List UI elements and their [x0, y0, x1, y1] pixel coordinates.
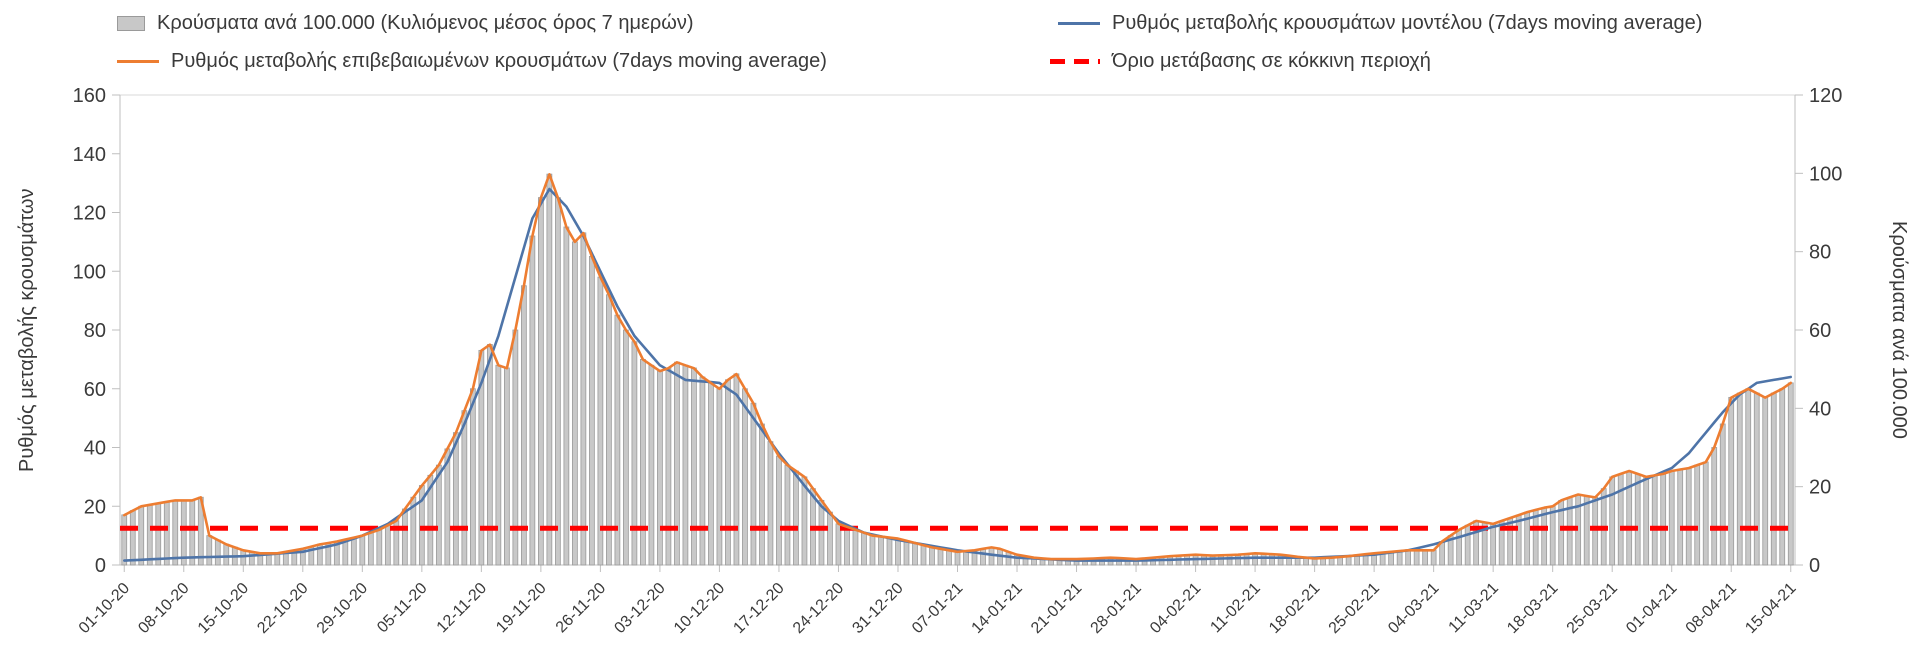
svg-text:08-04-21: 08-04-21: [1683, 580, 1740, 637]
svg-text:11-03-21: 11-03-21: [1446, 580, 1503, 637]
svg-text:18-03-21: 18-03-21: [1504, 580, 1561, 637]
svg-text:10-12-20: 10-12-20: [671, 580, 728, 637]
svg-text:80: 80: [84, 320, 106, 342]
svg-text:20: 20: [84, 496, 106, 518]
svg-text:11-02-21: 11-02-21: [1207, 580, 1264, 637]
legend-label-red-zone-threshold: Όριο μετάβασης σε κόκκινη περιοχή: [1112, 50, 1431, 72]
legend-item-confirmed-rate: Ρυθμός μεταβολής επιβεβαιωμένων κρουσμάτ…: [117, 50, 827, 73]
svg-text:22-10-20: 22-10-20: [254, 580, 311, 637]
svg-text:04-02-21: 04-02-21: [1147, 580, 1204, 637]
svg-text:26-11-20: 26-11-20: [553, 580, 610, 637]
svg-text:21-01-21: 21-01-21: [1028, 580, 1085, 637]
svg-text:29-10-20: 29-10-20: [314, 580, 371, 637]
axes: [112, 94, 1803, 572]
line-model: [123, 187, 1792, 562]
svg-text:120: 120: [73, 203, 106, 225]
orange-line-swatch-icon: [117, 60, 159, 63]
left-axis-title: Ρυθμός μεταβολής κρουσμάτων: [16, 188, 38, 472]
legend-item-red-zone-threshold: Όριο μετάβασης σε κόκκινη περιοχή: [1050, 50, 1431, 73]
svg-text:25-03-21: 25-03-21: [1564, 580, 1621, 637]
svg-text:07-01-21: 07-01-21: [909, 580, 966, 637]
svg-text:160: 160: [73, 85, 106, 107]
svg-text:24-12-20: 24-12-20: [790, 580, 847, 637]
bar-series-swatch-icon: [117, 16, 145, 31]
right-axis-title: Κρούσματα ανά 100.000: [1888, 221, 1910, 439]
svg-text:31-12-20: 31-12-20: [850, 580, 907, 637]
legend-label-model-rate: Ρυθμός μεταβολής κρουσμάτων μοντέλου (7d…: [1112, 12, 1703, 34]
svg-text:28-01-21: 28-01-21: [1088, 580, 1145, 637]
red-dashed-swatch-icon: [1050, 59, 1100, 64]
svg-text:120: 120: [1809, 85, 1842, 107]
svg-text:19-11-20: 19-11-20: [493, 580, 550, 637]
line-confirmed: [123, 173, 1792, 561]
svg-text:18-02-21: 18-02-21: [1266, 580, 1323, 637]
svg-text:60: 60: [84, 379, 106, 401]
svg-text:08-10-20: 08-10-20: [135, 580, 192, 637]
svg-text:60: 60: [1809, 320, 1831, 342]
svg-text:0: 0: [1809, 555, 1820, 577]
svg-text:17-12-20: 17-12-20: [730, 580, 787, 637]
svg-text:12-11-20: 12-11-20: [434, 580, 491, 637]
legend-label-cases-per-100k: Κρούσματα ανά 100.000 (Κυλιόμενος μέσος …: [157, 12, 694, 34]
svg-text:80: 80: [1809, 242, 1831, 264]
svg-text:0: 0: [95, 555, 106, 577]
svg-text:40: 40: [1809, 398, 1831, 420]
svg-text:20: 20: [1809, 477, 1831, 499]
svg-text:100: 100: [1809, 163, 1842, 185]
legend-item-model-rate: Ρυθμός μεταβολής κρουσμάτων μοντέλου (7d…: [1058, 12, 1702, 35]
svg-text:15-04-21: 15-04-21: [1742, 580, 1799, 637]
legend-label-confirmed-rate: Ρυθμός μεταβολής επιβεβαιωμένων κρουσμάτ…: [171, 50, 827, 72]
svg-text:100: 100: [73, 261, 106, 283]
svg-text:14-01-21: 14-01-21: [969, 580, 1026, 637]
svg-text:01-04-21: 01-04-21: [1623, 580, 1680, 637]
svg-text:140: 140: [73, 144, 106, 166]
svg-text:40: 40: [84, 438, 106, 460]
blue-line-swatch-icon: [1058, 22, 1100, 25]
bars-cases-per-100k: [121, 173, 1794, 566]
svg-text:15-10-20: 15-10-20: [195, 580, 252, 637]
svg-text:04-03-21: 04-03-21: [1385, 580, 1442, 637]
svg-text:05-11-20: 05-11-20: [374, 580, 431, 637]
svg-text:25-02-21: 25-02-21: [1326, 580, 1383, 637]
svg-text:03-12-20: 03-12-20: [611, 580, 668, 637]
svg-text:01-10-20: 01-10-20: [76, 580, 133, 637]
legend-item-cases-per-100k: Κρούσματα ανά 100.000 (Κυλιόμενος μέσος …: [117, 12, 694, 35]
